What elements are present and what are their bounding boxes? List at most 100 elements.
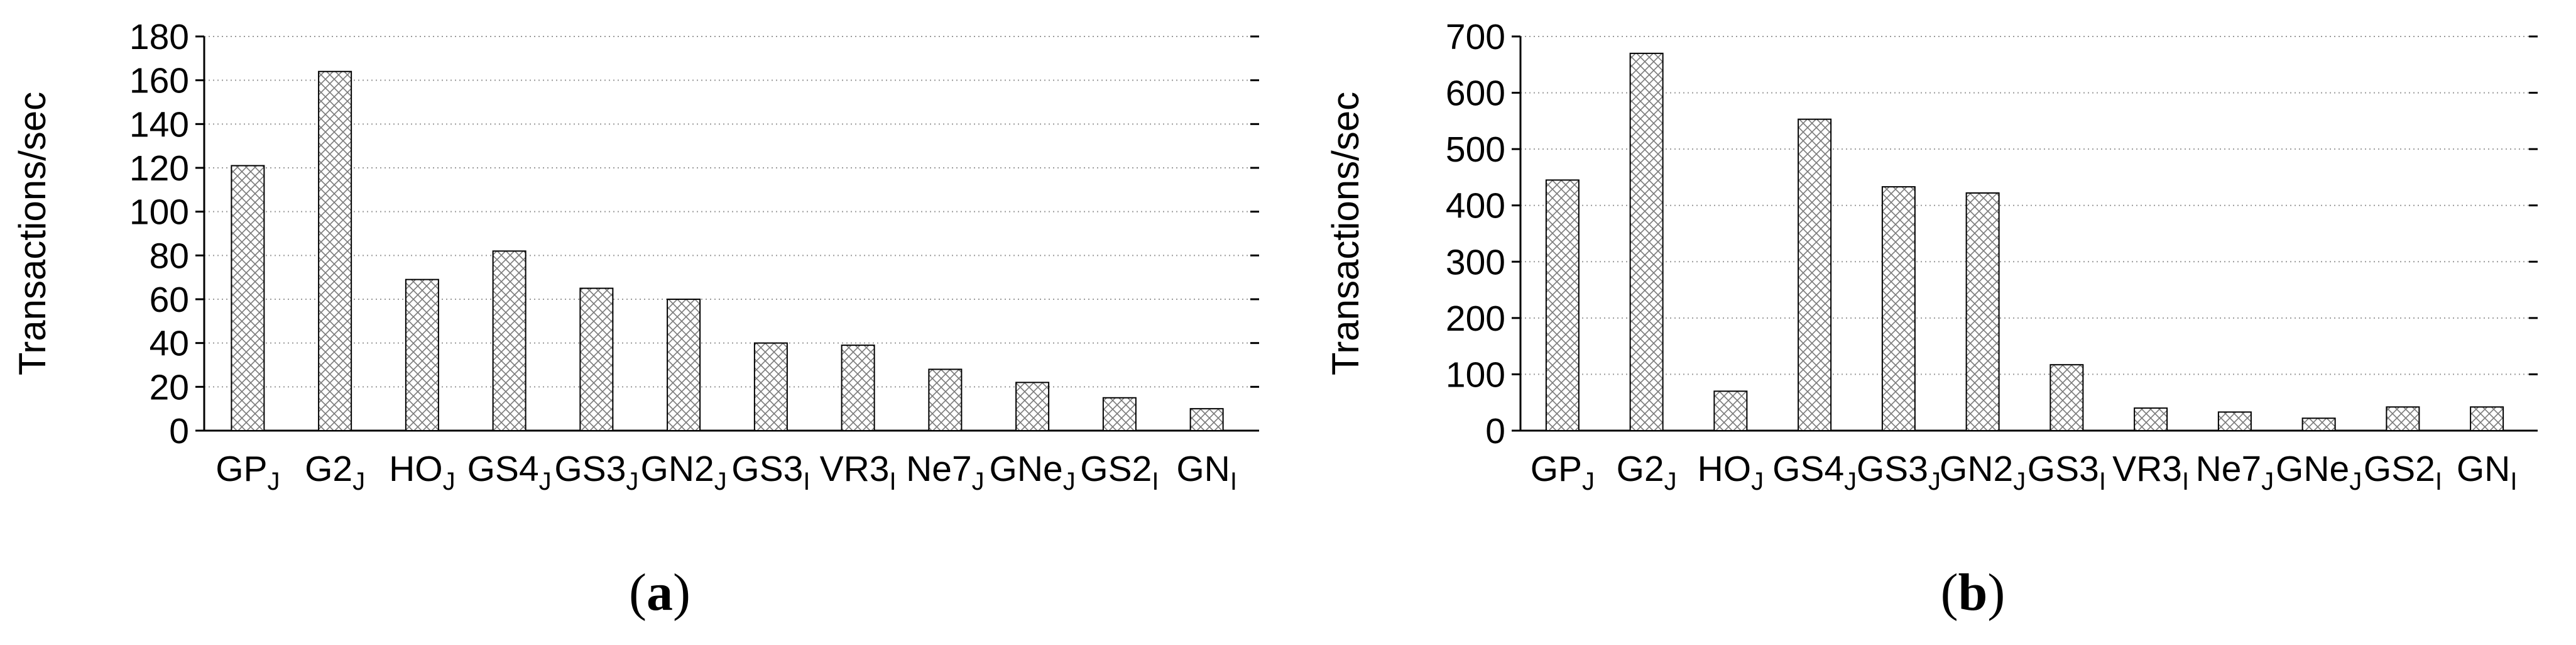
x-tick-label-base: GS4 [1772,449,1844,489]
y-tick-label: 160 [129,61,189,101]
x-tick-label: HOJ [1698,449,1764,495]
y-tick-label: 0 [169,411,189,451]
x-tick-label: GS2I [1080,449,1159,495]
x-tick-label-base: GN [2457,449,2511,489]
x-tick-label: GS3I [2028,449,2106,495]
x-tick-label-base: GS3 [2028,449,2099,489]
subfigure-caption: (b) [1941,563,2006,622]
x-tick-label-base: Ne7 [906,449,972,489]
x-tick-label: GS3J [1857,449,1941,495]
x-tick-label-sub: J [2261,468,2274,495]
x-tick-label-sub: I [2182,468,2189,495]
x-tick-label: GNeJ [990,449,1076,495]
bar [841,345,875,432]
x-tick-label: VR3I [820,449,897,495]
x-tick-label: G2J [305,449,365,495]
bar [1629,52,1664,432]
x-tick-label-base: VR3 [2112,449,2182,489]
bar [2301,417,2336,432]
y-tick-label: 140 [129,104,189,145]
x-tick-label-sub: J [1664,468,1677,495]
bar [1015,382,1050,431]
x-tick-label-base: GNe [990,449,1063,489]
x-tick-label: GS3J [554,449,638,495]
y-tick-label: 20 [150,367,189,407]
x-tick-label: GS3I [731,449,810,495]
x-tick-label-base: GP [216,449,267,489]
bar [1881,186,1916,431]
x-tick-label-sub: I [890,468,897,495]
y-tick-label: 400 [1446,186,1505,226]
x-tick-label-sub: J [1582,468,1595,495]
caption-close-paren: ) [673,563,690,622]
bar [1102,397,1137,431]
y-tick-label: 80 [150,236,189,276]
x-tick-label: GS2I [2364,449,2442,495]
x-tick-label-sub: I [2435,468,2442,495]
caption-close-paren: ) [1987,563,2005,622]
bar [492,250,527,431]
bar [1965,192,2000,431]
bar [2386,406,2420,432]
y-tick-label: 500 [1446,130,1505,170]
bar [753,342,788,432]
x-tick-label-base: GS4 [467,449,539,489]
x-tick-label: GPJ [216,449,280,495]
y-tick-label: 700 [1446,17,1505,57]
y-tick-label: 300 [1446,242,1505,282]
y-tick-label: 60 [150,280,189,320]
x-tick-label: GNI [2457,449,2518,495]
x-tick-label-sub: J [1751,468,1764,495]
x-tick-label-base: GS3 [731,449,803,489]
x-tick-label-sub: J [352,468,365,495]
y-tick-label: 40 [150,324,189,364]
bar [318,70,352,431]
bar [928,368,963,432]
caption-letter: b [1958,563,1988,622]
x-tick-label-sub: J [268,468,280,495]
x-tick-label-base: VR3 [820,449,890,489]
x-tick-label-sub: I [803,468,810,495]
bar [2217,411,2252,431]
caption-letter: a [647,563,673,622]
bar [1798,118,1832,431]
y-tick-label: 120 [129,148,189,189]
x-tick-label-base: GN2 [641,449,714,489]
x-tick-label: Ne7J [906,449,985,495]
y-tick-label: 200 [1446,299,1505,339]
x-tick-label-base: GN2 [1940,449,2013,489]
x-tick-label: GN2J [641,449,727,495]
bar [667,299,701,431]
x-tick-label: HOJ [389,449,456,495]
x-tick-label: GS4J [1772,449,1857,495]
y-tick-label: 180 [129,17,189,57]
x-tick-label-sub: J [539,468,552,495]
subfigure-caption: (a) [629,563,690,622]
y-tick-label: 100 [129,192,189,233]
x-tick-label-base: HO [389,449,443,489]
x-tick-label-sub: J [1928,468,1941,495]
x-tick-label-base: GNe [2276,449,2349,489]
caption-open-paren: ( [1941,563,1958,622]
x-tick-label: GNeJ [2276,449,2362,495]
y-axis-title: Transactions/sec [1324,92,1367,375]
bar [2470,406,2504,432]
bar [231,165,265,431]
x-tick-label-base: GS3 [554,449,626,489]
x-tick-label-sub: J [2013,468,2026,495]
x-tick-label-base: GS2 [1080,449,1152,489]
x-tick-label-sub: J [626,468,638,495]
x-tick-label-base: HO [1698,449,1752,489]
x-tick-label-sub: J [2349,468,2362,495]
x-tick-label-sub: I [2510,468,2517,495]
x-tick-label-base: Ne7 [2196,449,2262,489]
bar [1713,390,1748,431]
x-tick-label-sub: J [1844,468,1857,495]
caption-open-paren: ( [629,563,647,622]
x-tick-label: G2J [1617,449,1677,495]
x-tick-label-base: G2 [305,449,352,489]
x-tick-label-sub: I [1230,468,1237,495]
bar [2134,407,2168,432]
